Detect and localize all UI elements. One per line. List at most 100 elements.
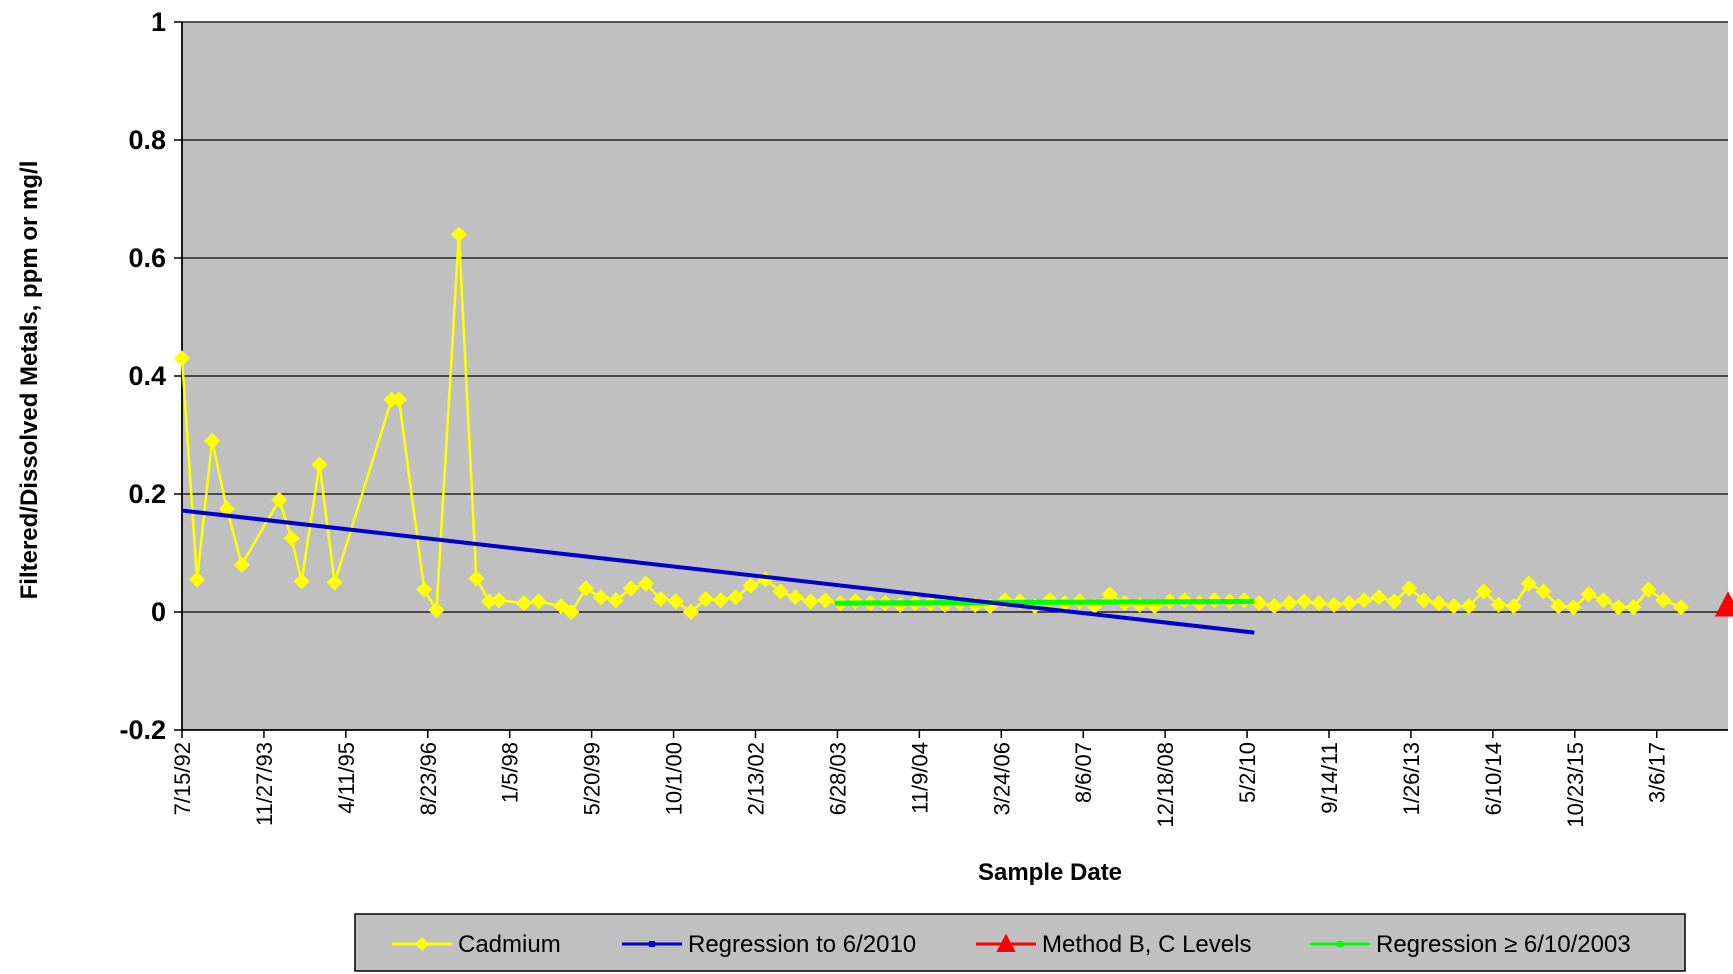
- cadmium-point: [1311, 595, 1328, 612]
- cadmium-point: [1415, 592, 1432, 609]
- cadmium-point: [787, 589, 804, 606]
- cadmium-point: [727, 589, 744, 606]
- cadmium-point: [1535, 583, 1552, 600]
- series-line-1: [181, 508, 1255, 635]
- cadmium-point: [667, 593, 684, 610]
- cadmium-point: [712, 592, 729, 609]
- cadmium-point: [1101, 586, 1118, 603]
- cadmium-point: [1580, 586, 1597, 603]
- x-tick-label: 10/1/00: [662, 742, 687, 815]
- cadmium-point: [468, 570, 485, 587]
- cadmium-point: [1430, 595, 1447, 612]
- legend-box: [354, 913, 1686, 972]
- legend-marker-3: [1337, 941, 1343, 947]
- x-tick-label: 6/28/03: [825, 742, 850, 815]
- x-tick-label: 12/18/08: [1153, 742, 1178, 828]
- cadmium-point: [271, 491, 288, 508]
- y-tick-label: 0: [151, 597, 166, 627]
- cadmium-point: [742, 577, 759, 594]
- cadmium-point: [592, 589, 609, 606]
- cadmium-point: [1445, 598, 1462, 615]
- y-tick-label: -0.2: [119, 715, 166, 745]
- cadmium-point: [622, 580, 639, 597]
- x-tick-label: 11/9/04: [907, 742, 932, 814]
- cadmium-point: [515, 595, 532, 612]
- y-tick-label: 0.2: [128, 479, 166, 509]
- cadmium-point: [1281, 595, 1298, 612]
- cadmium-point: [311, 456, 328, 473]
- legend: Cadmium Regression to 6/2010 Method B, C L…: [354, 913, 1686, 972]
- cadmium-point: [1356, 592, 1373, 609]
- x-tick-label: 10/23/15: [1563, 742, 1588, 828]
- x-axis-title: Sample Date: [978, 859, 1122, 886]
- cadmium-point: [802, 593, 819, 610]
- cadmium-point: [682, 604, 699, 620]
- cadmium-point: [637, 575, 654, 592]
- legend-marker-0: [415, 937, 429, 951]
- x-tick-label: 8/23/96: [416, 742, 441, 815]
- cadmium-point: [1341, 595, 1358, 612]
- cadmium-point: [1655, 592, 1672, 609]
- cadmium-point: [1640, 581, 1657, 598]
- legend-label: Method B, C Levels: [1042, 931, 1251, 958]
- cadmium-point: [697, 591, 714, 608]
- x-tick-label: 1/26/13: [1399, 742, 1424, 815]
- legend-label: Regression to 6/2010: [688, 931, 916, 958]
- y-tick-label: 0.6: [128, 243, 166, 273]
- cadmium-point: [1296, 593, 1313, 610]
- legend-label: Cadmium: [458, 931, 561, 958]
- cadmium-point: [772, 583, 789, 600]
- x-tick-label: 4/11/95: [334, 742, 359, 814]
- y-axis-title: Filtered/Dissolved Metals, ppm or mg/l: [16, 161, 43, 600]
- cadmium-point: [491, 592, 508, 609]
- cadmium-point: [1610, 599, 1627, 616]
- cadmium-point: [189, 571, 206, 588]
- cadmium-point: [450, 226, 467, 243]
- cadmium-point: [218, 500, 235, 517]
- cadmium-point: [1475, 583, 1492, 600]
- method-level-point: [1714, 591, 1733, 617]
- x-tick-label: 11/27/93: [252, 742, 277, 826]
- cadmium-point: [1625, 599, 1642, 616]
- cadmium-point: [283, 530, 300, 547]
- cadmium-point: [1520, 575, 1537, 592]
- legend-marker-2: [996, 933, 1016, 952]
- cadmium-point: [1565, 599, 1582, 616]
- x-tick-label: 7/15/92: [170, 742, 195, 815]
- cadmium-point: [1370, 589, 1387, 606]
- legend-items: Cadmium Regression to 6/2010 Method B, C L…: [392, 931, 1631, 958]
- cadmium-point: [577, 580, 594, 597]
- cadmium-point: [481, 593, 498, 610]
- x-tick-label: 1/5/98: [498, 742, 523, 803]
- cadmium-point: [204, 432, 221, 449]
- cadmium-point: [817, 592, 834, 609]
- cadmium-point: [428, 602, 445, 619]
- cadmium-point: [416, 581, 433, 598]
- cadmium-point: [1460, 598, 1477, 615]
- x-tick-label: 9/14/11: [1317, 742, 1342, 814]
- x-tick-label: 6/10/14: [1481, 742, 1506, 815]
- legend-label: Regression ≥ 6/10/2003: [1376, 931, 1631, 958]
- cadmium-point: [563, 604, 580, 620]
- cadmium-point: [1251, 595, 1268, 612]
- axis-layer: 1 0.8 0.6 0.4 0.2 0 -0.27/15/92 11/27/93 4/11/95…: [119, 7, 1728, 828]
- cadmium-point: [1490, 596, 1507, 613]
- series-layer: [174, 226, 1733, 635]
- x-tick-label: 2/13/02: [744, 742, 769, 815]
- cadmium-point: [233, 556, 250, 573]
- x-tick-label: 3/6/17: [1645, 742, 1670, 803]
- cadmium-point: [174, 350, 190, 367]
- y-tick-label: 0.8: [128, 125, 166, 155]
- cadmium-point: [1550, 598, 1567, 615]
- cadmium-point: [1266, 598, 1283, 615]
- cadmium-point: [652, 591, 669, 608]
- y-tick-label: 0.4: [128, 361, 166, 391]
- cadmium-point: [607, 592, 624, 609]
- x-tick-label: 5/2/10: [1235, 742, 1260, 803]
- legend-marker-1: [649, 941, 655, 947]
- cadmium-point: [1595, 592, 1612, 609]
- x-tick-label: 5/20/99: [580, 742, 605, 815]
- x-tick-label: 8/6/07: [1071, 742, 1096, 803]
